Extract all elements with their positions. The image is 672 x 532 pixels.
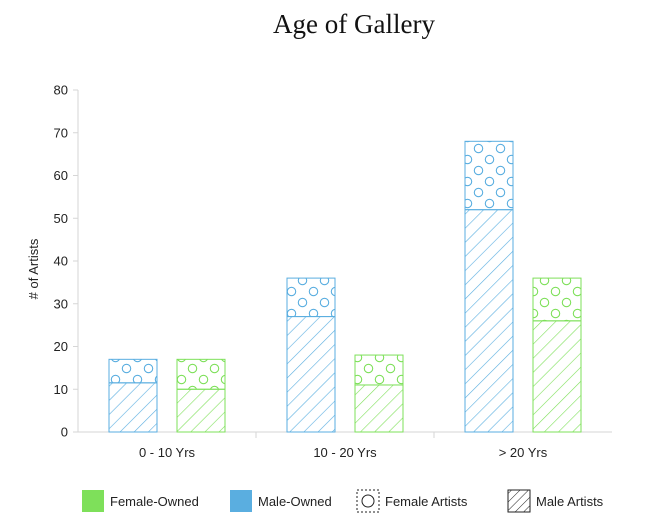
y-tick-label: 60 [54,168,68,183]
bar-female-artists [286,277,336,318]
legend-swatch [82,490,104,512]
legend: Female-Owned Male-Owned Female Artists Male… [82,489,604,513]
y-axis-label: # of Artists [26,238,41,299]
y-tick-label: 20 [54,339,68,354]
legend-item: Female-Owned [82,490,199,512]
x-tick-label: > 20 Yrs [499,445,548,460]
bar-male-artists [532,320,582,433]
y-tick-label: 0 [61,425,68,440]
y-axis: 0 10 20 30 40 50 60 70 80 [54,83,79,440]
x-tick-label: 10 - 20 Yrs [313,445,377,460]
x-tick-label: 0 - 10 Yrs [139,445,196,460]
bars [108,140,582,433]
bar-female-artists [108,358,158,384]
legend-hatch-swatch [507,489,531,513]
legend-circle-mark [361,494,375,508]
bar-female-artists [532,277,582,322]
y-tick-label: 70 [54,125,68,140]
bar-male-artists [286,316,336,433]
legend-item: Male Artists [507,489,604,513]
legend-item: Female Artists [356,489,468,513]
legend-label: Male Artists [536,494,604,509]
legend-label: Male-Owned [258,494,332,509]
y-tick-label: 80 [54,83,68,98]
bar-female-artists [464,140,514,211]
legend-item: Male-Owned [230,490,332,512]
bar-male-artists [354,384,404,433]
bar-male-artists [108,382,158,433]
legend-label: Female-Owned [110,494,199,509]
legend-circles-swatch [356,489,380,513]
x-axis: 0 - 10 Yrs 10 - 20 Yrs > 20 Yrs [78,431,612,460]
bar-male-artists [464,209,514,433]
y-tick-label: 50 [54,211,68,226]
legend-swatch [230,490,252,512]
y-tick-label: 30 [54,296,68,311]
chart-title: Age of Gallery [273,9,435,39]
y-tick-label: 10 [54,382,68,397]
y-tick-label: 40 [54,254,68,269]
bar-female-artists [354,354,404,386]
bar-female-artists [176,358,226,390]
legend-label: Female Artists [385,494,468,509]
bar-male-artists [176,388,226,433]
